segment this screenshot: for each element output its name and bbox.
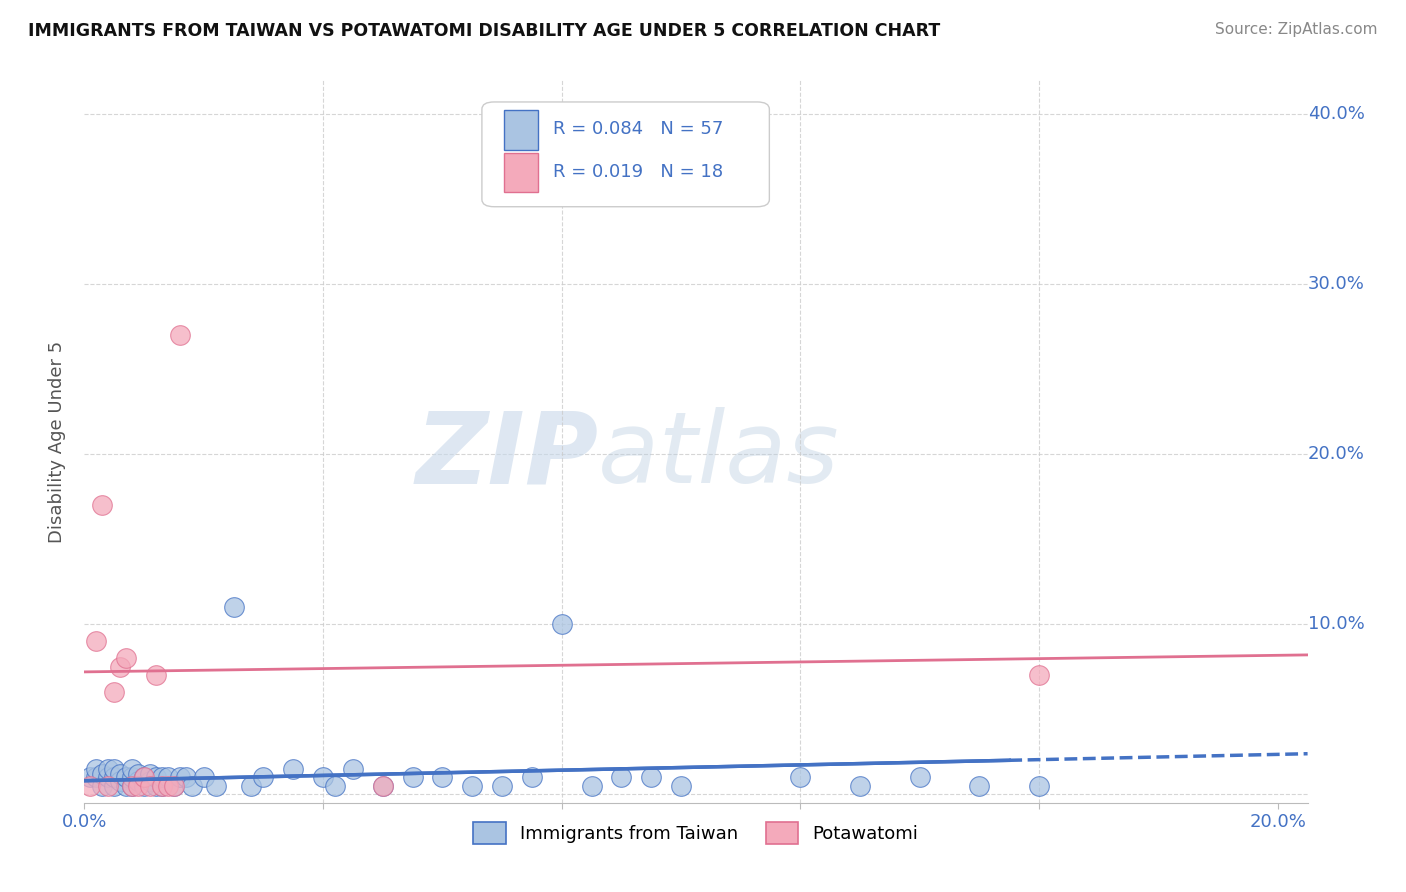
Text: IMMIGRANTS FROM TAIWAN VS POTAWATOMI DISABILITY AGE UNDER 5 CORRELATION CHART: IMMIGRANTS FROM TAIWAN VS POTAWATOMI DIS…	[28, 22, 941, 40]
Point	[908, 770, 931, 784]
Point	[371, 779, 394, 793]
Point	[240, 779, 263, 793]
Point	[1028, 668, 1050, 682]
Point	[180, 779, 202, 793]
FancyBboxPatch shape	[482, 102, 769, 207]
Y-axis label: Disability Age Under 5: Disability Age Under 5	[48, 341, 66, 542]
Point	[84, 770, 107, 784]
Point	[432, 770, 454, 784]
Point	[145, 779, 167, 793]
Text: 10.0%: 10.0%	[1308, 615, 1364, 633]
Point	[127, 779, 149, 793]
Point	[121, 779, 143, 793]
Point	[121, 779, 143, 793]
Point	[169, 770, 191, 784]
Point	[1028, 779, 1050, 793]
Point	[551, 617, 574, 632]
Point	[139, 779, 162, 793]
Point	[312, 770, 335, 784]
Point	[520, 770, 543, 784]
Point	[156, 770, 179, 784]
Point	[150, 779, 173, 793]
Text: R = 0.019   N = 18: R = 0.019 N = 18	[553, 163, 723, 181]
Point	[91, 779, 114, 793]
Text: Source: ZipAtlas.com: Source: ZipAtlas.com	[1215, 22, 1378, 37]
Point	[163, 779, 186, 793]
FancyBboxPatch shape	[503, 153, 538, 193]
Point	[79, 779, 101, 793]
Point	[84, 634, 107, 648]
Point	[283, 762, 305, 776]
Point	[139, 773, 162, 788]
Point	[115, 779, 138, 793]
Point	[156, 779, 179, 793]
Text: 20.0%: 20.0%	[1308, 445, 1364, 463]
Point	[789, 770, 811, 784]
Point	[150, 770, 173, 784]
Point	[97, 770, 120, 784]
Legend: Immigrants from Taiwan, Potawatomi: Immigrants from Taiwan, Potawatomi	[467, 815, 925, 852]
Point	[127, 767, 149, 781]
Point	[169, 328, 191, 343]
Point	[132, 770, 155, 784]
Point	[108, 773, 131, 788]
Point	[150, 779, 173, 793]
Point	[91, 498, 114, 512]
Point	[145, 770, 167, 784]
Point	[969, 779, 991, 793]
Text: 30.0%: 30.0%	[1308, 276, 1364, 293]
Point	[103, 779, 125, 793]
Point	[127, 773, 149, 788]
Point	[849, 779, 872, 793]
Text: atlas: atlas	[598, 408, 839, 505]
Point	[91, 767, 114, 781]
Point	[174, 770, 197, 784]
Point	[145, 668, 167, 682]
Point	[640, 770, 662, 784]
Point	[669, 779, 692, 793]
Point	[193, 770, 215, 784]
Point	[103, 685, 125, 699]
Point	[132, 770, 155, 784]
Point	[163, 779, 186, 793]
Point	[108, 660, 131, 674]
Point	[323, 779, 346, 793]
Text: R = 0.084   N = 57: R = 0.084 N = 57	[553, 120, 723, 138]
Text: ZIP: ZIP	[415, 408, 598, 505]
Point	[342, 762, 364, 776]
Point	[491, 779, 513, 793]
Point	[103, 762, 125, 776]
Point	[121, 762, 143, 776]
Point	[610, 770, 633, 784]
Point	[79, 770, 101, 784]
Point	[103, 770, 125, 784]
Point	[108, 767, 131, 781]
Text: 40.0%: 40.0%	[1308, 105, 1364, 123]
Point	[401, 770, 423, 784]
Point	[139, 767, 162, 781]
Point	[97, 779, 120, 793]
Point	[84, 762, 107, 776]
Point	[115, 770, 138, 784]
Point	[132, 779, 155, 793]
Point	[371, 779, 394, 793]
Point	[204, 779, 226, 793]
Point	[252, 770, 274, 784]
Point	[115, 651, 138, 665]
Point	[121, 770, 143, 784]
Point	[222, 600, 245, 615]
Point	[461, 779, 484, 793]
Point	[97, 762, 120, 776]
FancyBboxPatch shape	[503, 110, 538, 150]
Point	[581, 779, 603, 793]
